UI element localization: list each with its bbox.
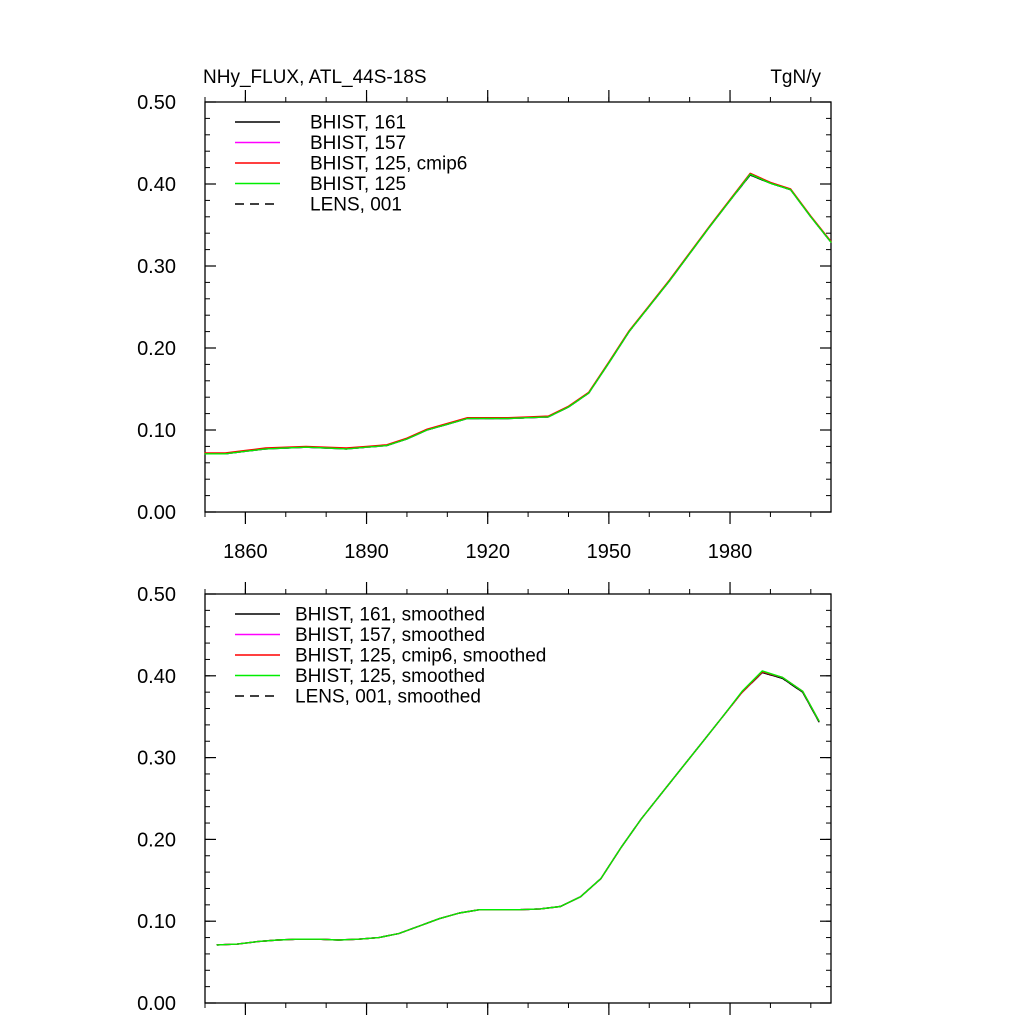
legend-label: BHIST, 161, smoothed	[295, 605, 485, 626]
y-tick-label: 0.50	[137, 92, 176, 114]
legend-label: LENS, 001, smoothed	[295, 687, 481, 708]
units-label: TgN/y	[770, 67, 821, 88]
y-tick-label: 0.50	[137, 584, 176, 606]
y-tick-label: 0.40	[137, 174, 176, 196]
y-tick-label: 0.10	[137, 911, 176, 933]
legend-label: BHIST, 125, cmip6	[310, 154, 467, 175]
legend-label: BHIST, 157, smoothed	[295, 625, 485, 646]
series-line	[216, 671, 820, 946]
legend-label: BHIST, 161	[310, 113, 406, 134]
x-tick-label: 1890	[344, 541, 389, 563]
series-line	[204, 174, 832, 455]
bottom-panel: 0.00 0.10 0.20 0.30 0.40 0.50 BHIST, 161, smoo…	[137, 582, 832, 1015]
plot-frame	[204, 101, 832, 513]
y-tick-label: 0.00	[137, 502, 176, 524]
top-panel: NHy_FLUX, ATL_44S-18S TgN/y 0.00 0.10 0.20…	[137, 67, 832, 563]
x-tick-label: 1980	[708, 541, 753, 563]
series-line	[216, 670, 820, 946]
series-line	[204, 172, 832, 454]
y-tick-label: 0.30	[137, 256, 176, 278]
series-line	[216, 671, 820, 946]
y-tick-label: 0.10	[137, 420, 176, 442]
y-tick-label: 0.40	[137, 666, 176, 688]
legend-label: BHIST, 125, cmip6, smoothed	[295, 646, 546, 667]
plot-frame	[204, 593, 832, 1004]
series-line	[204, 173, 832, 455]
y-tick-label: 0.20	[137, 829, 176, 851]
legend-label: BHIST, 125, smoothed	[295, 666, 485, 687]
x-tick-label: 1860	[223, 541, 268, 563]
series-line	[204, 174, 832, 455]
series-line	[204, 173, 832, 455]
y-tick-label: 0.00	[137, 993, 176, 1015]
legend-label: BHIST, 125	[310, 174, 406, 195]
chart-title: NHy_FLUX, ATL_44S-18S	[203, 67, 427, 88]
legend-label: BHIST, 157	[310, 133, 406, 154]
y-tick-label: 0.30	[137, 748, 176, 770]
legend-label: LENS, 001	[310, 195, 402, 216]
x-tick-label: 1920	[465, 541, 510, 563]
y-tick-label: 0.20	[137, 338, 176, 360]
series-line	[216, 671, 820, 946]
series-line	[216, 671, 820, 946]
x-tick-label: 1950	[587, 541, 632, 563]
